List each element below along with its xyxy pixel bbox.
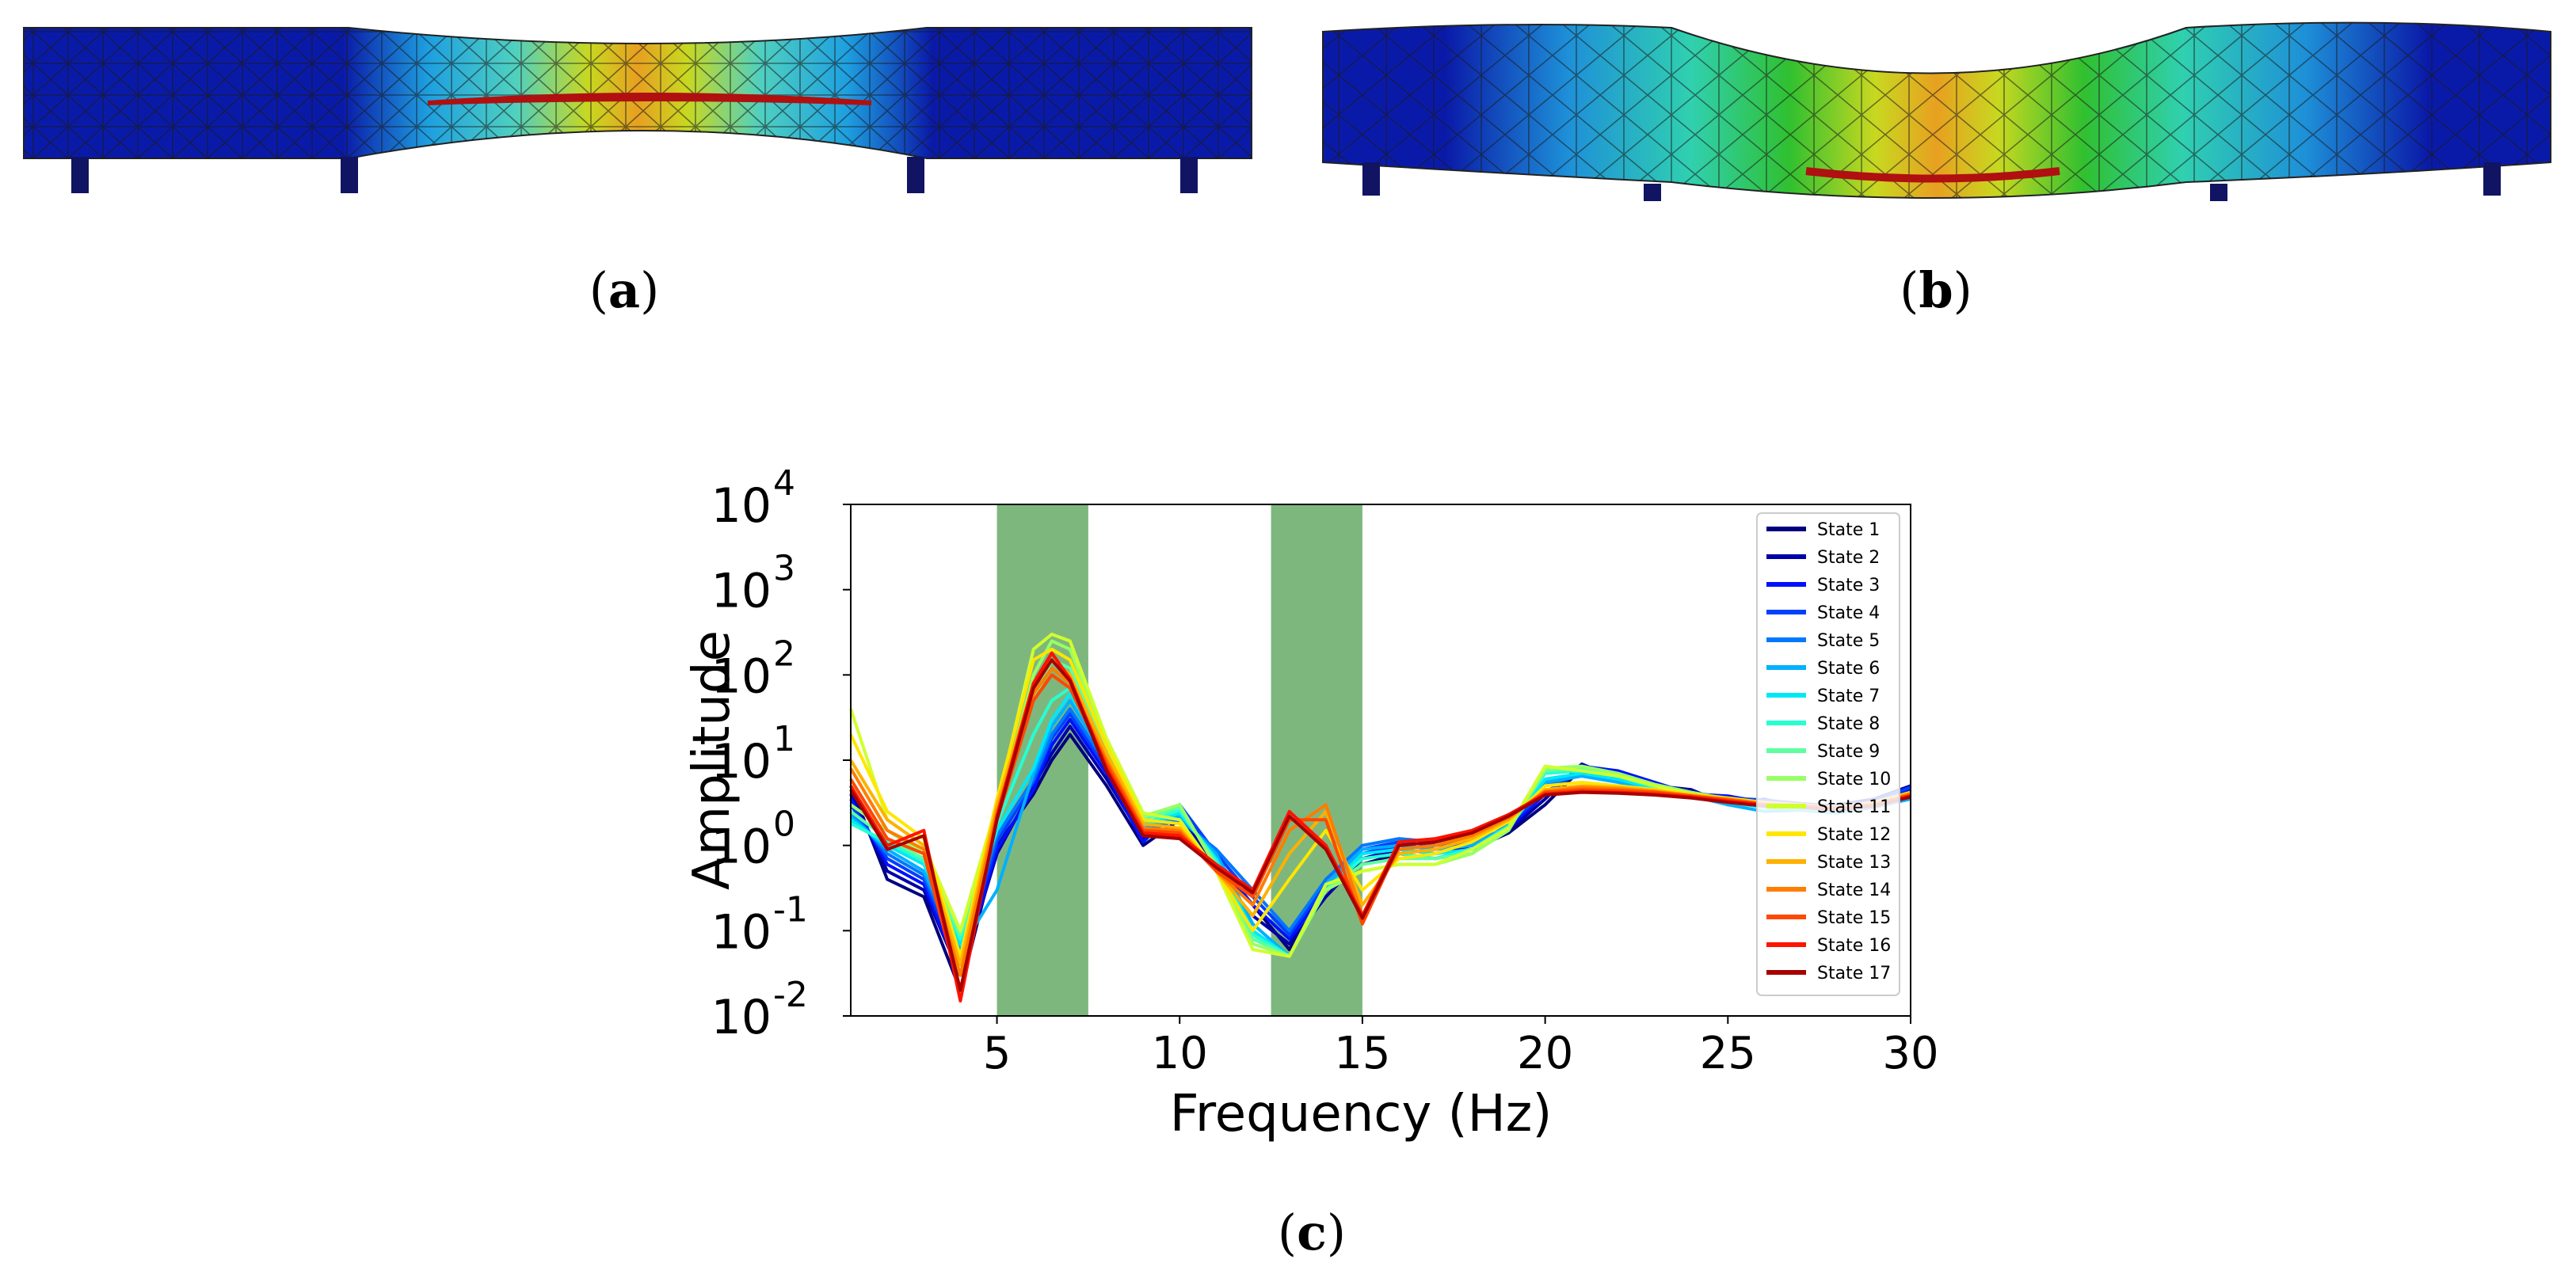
support-b-3 [2210,184,2227,201]
series-lines [849,633,1911,1002]
y-tick-label: 10 [711,734,772,789]
x-tick-label: 20 [1517,1028,1573,1079]
legend-label: State 13 [1817,853,1891,873]
y-tick-exponent: -1 [773,889,808,930]
panel-label-b: (b) [1900,261,1972,319]
y-tick-exponent: 1 [773,719,795,759]
x-tick-label: 5 [983,1028,1012,1079]
x-axis-label: Frequency (Hz) [1170,1085,1553,1143]
support-b-4 [2483,162,2501,196]
x-tick-label: 30 [1882,1028,1938,1079]
legend-label: State 7 [1817,687,1880,706]
y-tick-label: 10 [711,820,772,875]
panel-label-a: (a) [589,261,660,319]
legend-label: State 3 [1817,576,1880,595]
legend-label: State 15 [1817,908,1891,928]
support-a-3 [907,157,924,193]
y-tick-exponent: 0 [773,805,795,845]
legend-label: State 2 [1817,548,1880,568]
support-b-1 [1362,162,1380,196]
y-tick-label: 10 [711,478,772,534]
legend-label: State 17 [1817,964,1891,983]
y-tick-label: 10 [711,649,772,704]
beam-stress-band-a [427,93,872,105]
y-tick-exponent: 2 [773,633,795,674]
y-axis-label: Amplitude [683,630,741,890]
x-tick-label: 15 [1334,1028,1390,1079]
series-line-17 [849,658,1911,992]
legend-label: State 8 [1817,714,1880,734]
support-a-2 [341,157,358,193]
legend-label: State 16 [1817,936,1891,956]
chart-legend: State 1 State 2 State 3 State 4 State 5 State… [1756,512,1900,996]
legend-box [1756,512,1900,996]
beam-mode-shape-a [23,27,1252,193]
legend-label: State 10 [1817,770,1891,789]
support-b-2 [1644,184,1661,201]
y-tick-exponent: -2 [773,975,808,1015]
legend-label: State 1 [1817,520,1880,540]
y-tick-exponent: 3 [773,549,795,589]
legend-label: State 5 [1817,631,1880,651]
series-line-6 [849,698,1911,958]
legend-label: State 6 [1817,659,1880,679]
y-tick-label: 10 [711,990,772,1045]
beam-mode-shape-b [1322,21,2551,201]
y-tick-exponent: 4 [773,463,795,504]
x-axis-ticks: 5 10 15 20 25 30 [983,1016,1939,1079]
beam-stress-band-b [1805,167,2060,183]
legend-label: State 9 [1817,742,1880,762]
legend-label: State 4 [1817,603,1880,623]
legend-label: State 11 [1817,797,1891,817]
panel-label-c: (c) [1277,1204,1347,1261]
y-tick-label: 10 [711,904,772,960]
legend-label: State 12 [1817,825,1891,845]
x-tick-label: 25 [1700,1028,1756,1079]
support-a-4 [1180,157,1198,193]
x-tick-label: 10 [1152,1028,1208,1079]
support-a-1 [71,157,89,193]
legend-label: State 14 [1817,881,1891,900]
y-tick-label: 10 [711,564,772,619]
